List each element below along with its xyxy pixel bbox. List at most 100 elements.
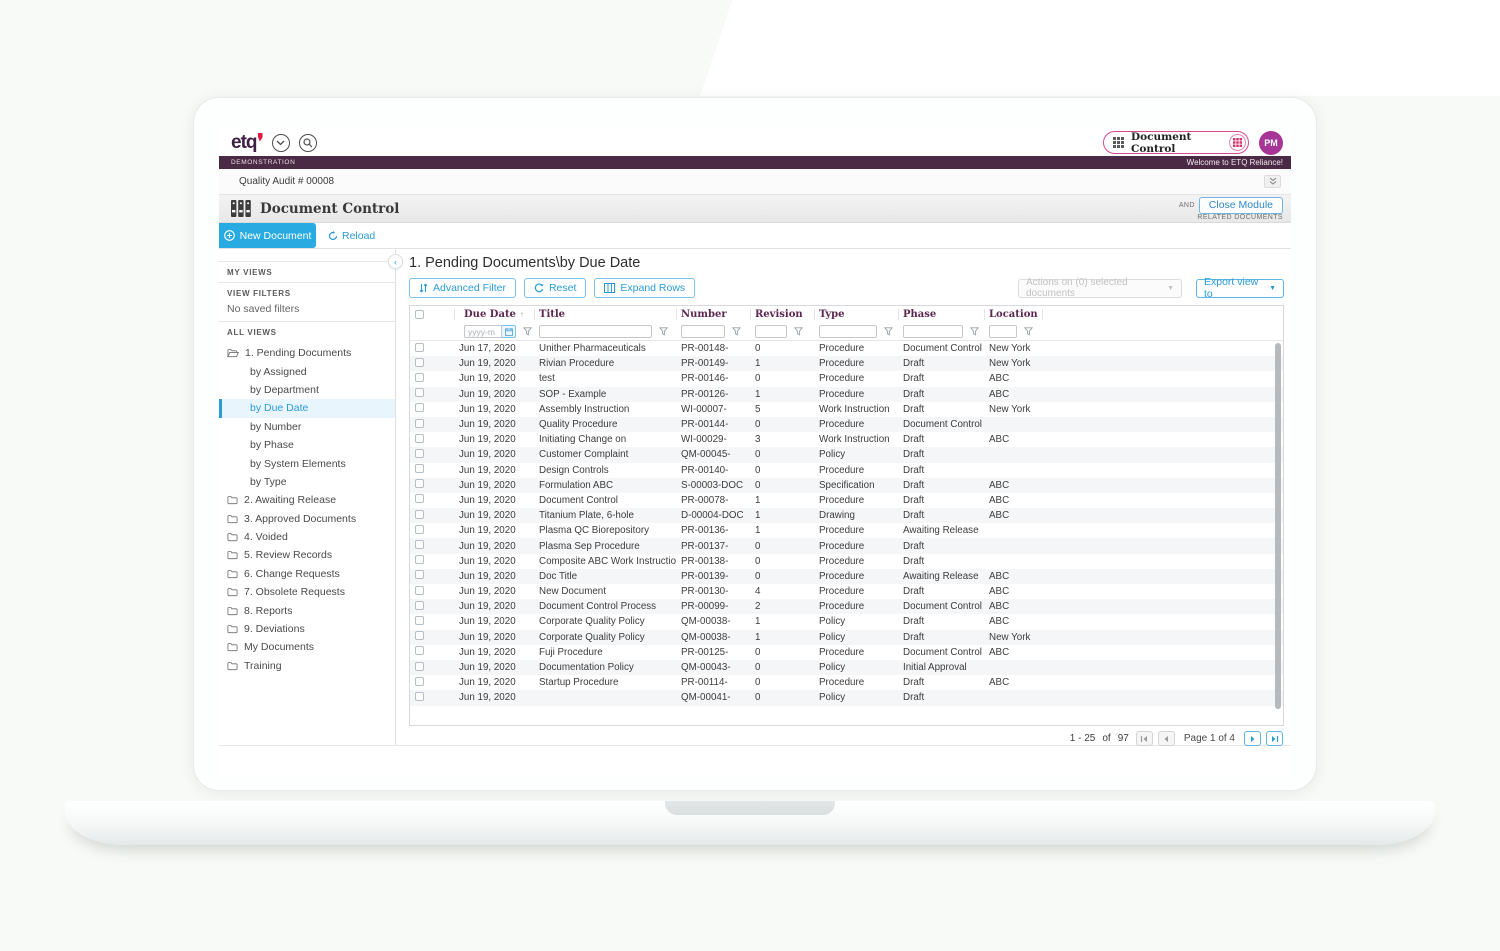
table-row[interactable]: Jun 19, 2020 Titanium Plate, 6-hole D-0000… <box>410 508 1283 524</box>
row-checkbox[interactable] <box>415 631 424 641</box>
table-row[interactable]: Jun 19, 2020 Corporate Quality Policy QM-0… <box>410 629 1283 645</box>
row-checkbox[interactable] <box>415 372 424 382</box>
due-date-filter-input[interactable] <box>464 325 502 338</box>
table-row[interactable]: Jun 19, 2020 Documentation Policy QM-00043… <box>410 659 1283 676</box>
number-filter-input[interactable] <box>681 325 725 338</box>
calendar-button[interactable] <box>502 325 516 338</box>
table-row[interactable]: Jun 19, 2020 Corporate Quality Policy QM-0… <box>410 614 1283 629</box>
sidebar-view-item[interactable]: by Assigned <box>219 362 395 380</box>
row-checkbox[interactable] <box>415 600 424 610</box>
table-row[interactable]: Jun 19, 2020 Quality Procedure PR-00144- 0 P… <box>410 416 1283 433</box>
reset-button[interactable]: Reset <box>523 278 587 298</box>
sidebar-view-item[interactable]: by Department <box>219 381 395 399</box>
type-filter-input[interactable] <box>819 325 877 338</box>
previous-page-button[interactable] <box>1157 731 1175 746</box>
sidebar-view-item[interactable]: by Number <box>219 418 395 436</box>
row-checkbox[interactable] <box>415 464 424 474</box>
number-funnel-button[interactable] <box>732 327 741 336</box>
search-button[interactable] <box>298 133 317 152</box>
sidebar-view-item[interactable]: My Documents <box>219 638 395 656</box>
sidebar-view-item[interactable]: 6. Change Requests <box>219 565 395 583</box>
row-checkbox[interactable] <box>415 615 424 625</box>
revision-filter-input[interactable] <box>755 325 787 338</box>
row-checkbox[interactable] <box>415 357 424 367</box>
sidebar-view-item[interactable]: 8. Reports <box>219 601 395 619</box>
advanced-filter-button[interactable]: Advanced Filter <box>409 278 516 298</box>
user-avatar[interactable]: PM <box>1259 130 1283 155</box>
column-header-type[interactable]: Type <box>814 309 898 320</box>
sidebar-view-item[interactable]: Training <box>219 657 395 675</box>
row-checkbox[interactable] <box>415 479 424 489</box>
sidebar-view-item[interactable]: 3. Approved Documents <box>219 510 395 528</box>
revision-funnel-button[interactable] <box>794 327 803 336</box>
column-header-number[interactable]: Number <box>676 309 750 320</box>
reload-button[interactable]: Reload <box>328 223 375 248</box>
row-checkbox[interactable] <box>415 509 424 519</box>
table-row[interactable]: Jun 19, 2020 Design Controls PR-00140- 0 Pro… <box>410 463 1283 478</box>
chevron-down-menu-button[interactable] <box>271 133 290 152</box>
column-header-phase[interactable]: Phase <box>898 309 984 320</box>
sidebar-view-item[interactable]: by Phase <box>219 436 395 454</box>
next-page-button[interactable] <box>1244 731 1261 746</box>
export-view-button[interactable]: Export view to ▼ <box>1196 276 1284 300</box>
sidebar-view-item[interactable]: 1. Pending Documents <box>219 344 395 362</box>
actions-dropdown[interactable]: Actions on (0) selected documents ▼ <box>1018 277 1182 299</box>
sidebar-view-item[interactable]: by System Elements <box>219 454 395 472</box>
row-checkbox[interactable] <box>415 433 424 443</box>
row-checkbox[interactable] <box>415 494 424 504</box>
collapse-sidebar-button[interactable]: ‹ <box>388 254 403 269</box>
type-funnel-button[interactable] <box>884 327 893 336</box>
sidebar-view-item[interactable]: 4. Voided <box>219 528 395 546</box>
table-row[interactable]: Jun 19, 2020 Fuji Procedure PR-00125- 0 Proc… <box>410 645 1283 660</box>
sidebar-view-item[interactable]: 7. Obsolete Requests <box>219 583 395 601</box>
new-document-button[interactable]: New Document <box>219 223 316 248</box>
row-checkbox[interactable] <box>415 448 424 458</box>
title-filter-input[interactable] <box>539 325 652 338</box>
column-header-title[interactable]: Title <box>534 309 676 320</box>
row-checkbox[interactable] <box>415 403 424 413</box>
row-checkbox[interactable] <box>415 676 424 686</box>
module-selector[interactable]: Document Control <box>1103 131 1249 155</box>
phase-filter-input[interactable] <box>903 325 963 338</box>
sidebar-view-item[interactable]: by Type <box>219 473 395 491</box>
table-row[interactable]: Jun 17, 2020 Unither Pharmaceuticals PR-00… <box>410 341 1283 356</box>
sidebar-view-item[interactable]: by Due Date <box>219 399 395 418</box>
table-row[interactable]: Jun 19, 2020 test PR-00146- 0 Procedure Draft… <box>410 371 1283 386</box>
row-checkbox[interactable] <box>415 540 424 550</box>
table-row[interactable]: Jun 19, 2020 Plasma Sep Procedure PR-00137… <box>410 538 1283 554</box>
row-checkbox[interactable] <box>415 524 424 534</box>
table-row[interactable]: Jun 19, 2020 Composite ABC Work Instructi… <box>410 554 1283 569</box>
location-filter-input[interactable] <box>989 325 1017 338</box>
table-row[interactable]: Jun 19, 2020 New Document PR-00130- 4 Proced… <box>410 584 1283 599</box>
column-header-location[interactable]: Location <box>984 309 1042 320</box>
collapse-panel-button[interactable] <box>1264 175 1281 188</box>
location-funnel-button[interactable] <box>1024 327 1033 336</box>
row-checkbox[interactable] <box>415 585 424 595</box>
row-checkbox[interactable] <box>415 342 424 352</box>
table-row[interactable]: Jun 19, 2020 Customer Complaint QM-00045- 0… <box>410 447 1283 463</box>
table-row[interactable]: Jun 19, 2020 Initiating Change on WI-00029… <box>410 432 1283 447</box>
title-funnel-button[interactable] <box>659 327 668 336</box>
due-date-funnel-button[interactable] <box>523 327 532 336</box>
row-checkbox[interactable] <box>415 661 424 671</box>
last-page-button[interactable] <box>1266 731 1283 746</box>
phase-funnel-button[interactable] <box>970 327 979 336</box>
apps-grid-button[interactable] <box>1229 134 1246 151</box>
row-checkbox[interactable] <box>415 570 424 580</box>
table-row[interactable]: Jun 19, 2020 Startup Procedure PR-00114- 0 P… <box>410 675 1283 690</box>
column-header-due-date[interactable]: Due Date ↑ <box>454 309 534 320</box>
table-row[interactable]: Jun 19, 2020 Formulation ABC S-00003-DOC 0 S… <box>410 477 1283 493</box>
table-row[interactable]: Jun 19, 2020 Rivian Procedure PR-00149- 1 Pr… <box>410 356 1283 372</box>
sidebar-view-item[interactable]: 5. Review Records <box>219 546 395 564</box>
row-checkbox[interactable] <box>415 646 424 656</box>
close-module-button[interactable]: Close Module <box>1198 196 1283 214</box>
table-row[interactable]: Jun 19, 2020 SOP - Example PR-00126- 1 Proce… <box>410 386 1283 402</box>
row-checkbox[interactable] <box>415 418 424 428</box>
row-checkbox[interactable] <box>415 388 424 398</box>
table-row[interactable]: Jun 19, 2020 Doc Title PR-00139- 0 Procedure… <box>410 568 1283 584</box>
sidebar-view-item[interactable]: 9. Deviations <box>219 620 395 638</box>
select-all-checkbox[interactable] <box>415 310 424 319</box>
table-row[interactable]: Jun 19, 2020 QM-00041- 0 Policy Draft <box>410 690 1283 706</box>
table-scrollbar[interactable] <box>1275 343 1281 709</box>
first-page-button[interactable] <box>1135 731 1153 746</box>
